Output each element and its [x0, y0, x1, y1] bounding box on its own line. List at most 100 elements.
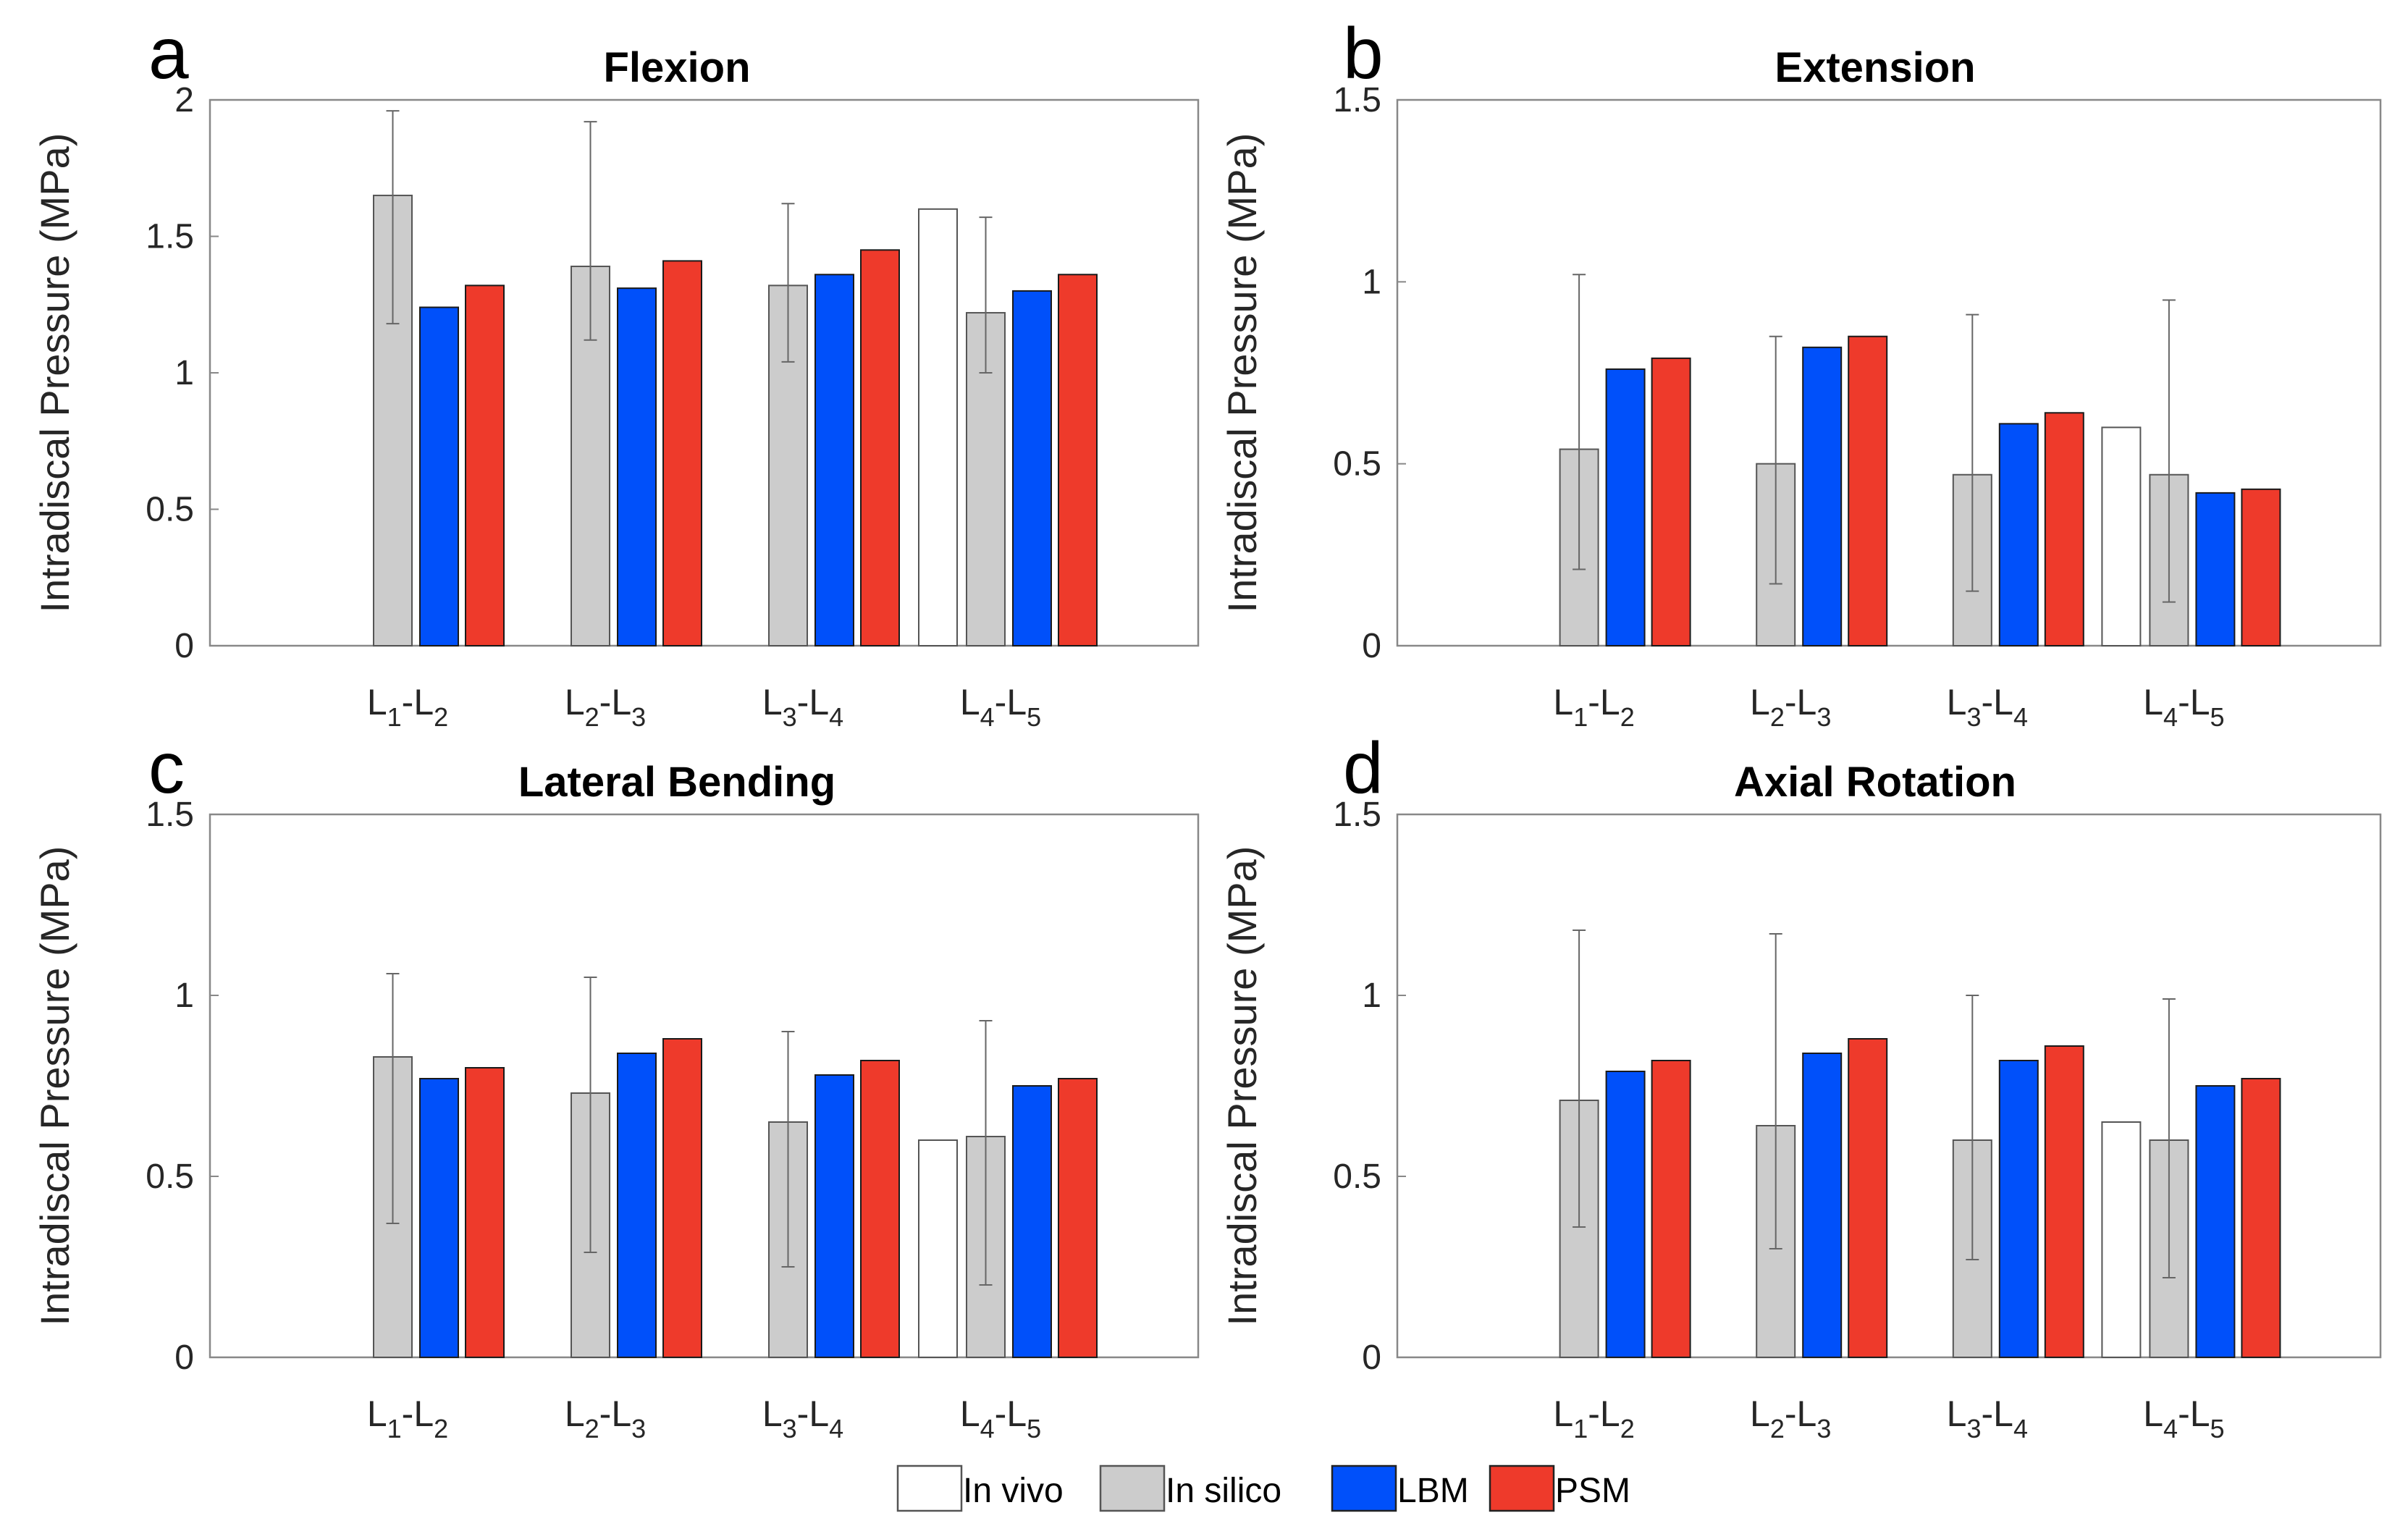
y-tick-label: 0.5 — [1333, 1158, 1381, 1196]
x-tick-label-part: L — [1947, 1394, 1967, 1434]
x-tick-label-part: 4 — [829, 702, 843, 732]
bar-psm — [662, 1038, 702, 1358]
x-tick-label-part: 1 — [1573, 702, 1588, 732]
bar-lbm — [617, 287, 657, 646]
legend-swatch — [896, 1464, 963, 1512]
x-tick-label-part: L — [565, 682, 585, 722]
x-tick-label-part: - — [599, 1394, 612, 1434]
y-tick-label: 0.5 — [146, 491, 194, 529]
x-tick-label-part: L — [1006, 1394, 1027, 1434]
x-tick-label: L2-L3 — [1750, 1394, 1831, 1443]
x-tick-label: L4-L5 — [2143, 682, 2224, 732]
x-tick-label-part: L — [413, 682, 434, 722]
y-tick-label: 1.5 — [1333, 81, 1381, 119]
y-tick-label: 0.5 — [146, 1158, 194, 1196]
x-tick-label-part: 3 — [1966, 1414, 1981, 1443]
x-tick-label-part: L — [1600, 1394, 1620, 1434]
x-tick-label-part: 3 — [631, 1414, 646, 1443]
x-tick-label: L1-L2 — [1553, 682, 1634, 732]
x-tick-label-part: L — [1750, 1394, 1770, 1434]
legend-label: PSM — [1555, 1472, 1630, 1510]
bar-in-vivo — [918, 1139, 958, 1358]
x-tick-label-part: 2 — [585, 1414, 599, 1443]
chart-title: Flexion — [603, 44, 750, 91]
x-tick-label-part: L — [1993, 682, 2013, 722]
y-tick-label: 0.5 — [1333, 445, 1381, 484]
bar-psm — [860, 249, 900, 647]
bar-psm — [1058, 1078, 1098, 1358]
y-tick-label: 1 — [1362, 977, 1381, 1015]
bar-psm — [465, 284, 505, 646]
bar-lbm — [1605, 1071, 1646, 1358]
x-tick-label: L3-L4 — [762, 682, 843, 732]
bar-psm — [1651, 357, 1691, 646]
bar-lbm — [1802, 1053, 1843, 1358]
legend-swatch — [1489, 1464, 1555, 1512]
x-tick-label: L3-L4 — [762, 1394, 843, 1443]
legend: In vivo In silico LBM PSM — [896, 1464, 1630, 1512]
x-tick-label-part: L — [611, 682, 631, 722]
x-tick-label-part: 1 — [1573, 1414, 1588, 1443]
x-tick-label: L1-L2 — [1553, 1394, 1634, 1443]
x-tick-label: L4-L5 — [960, 1394, 1041, 1443]
x-tick-label-part: L — [1947, 682, 1967, 722]
y-tick-label: 1.5 — [146, 218, 194, 256]
x-tick-label-part: L — [1600, 682, 1620, 722]
x-tick-label: L1-L2 — [367, 682, 448, 732]
x-tick-label-part: L — [2143, 682, 2163, 722]
bar-psm — [2044, 412, 2084, 646]
bar-psm — [662, 260, 702, 646]
x-tick-label-part: 3 — [1816, 702, 1831, 732]
x-tick-label-part: 2 — [1620, 702, 1635, 732]
x-tick-label-part: L — [565, 1394, 585, 1434]
x-tick-label-part: - — [797, 1394, 809, 1434]
x-tick-label-part: L — [762, 1394, 783, 1434]
x-tick-label-part: 4 — [2013, 702, 2028, 732]
x-tick-label-part: L — [2143, 1394, 2163, 1434]
x-tick-label-part: 2 — [1770, 1414, 1785, 1443]
x-tick-label-part: - — [1981, 1394, 1993, 1434]
panel-label: c — [148, 728, 185, 809]
x-tick-label-part: 4 — [829, 1414, 843, 1443]
chart-title: Extension — [1775, 44, 1975, 91]
x-tick-label-part: L — [960, 682, 980, 722]
x-tick-label-part: L — [1750, 682, 1770, 722]
x-tick-label-part: - — [1588, 1394, 1600, 1434]
bar-lbm — [814, 274, 854, 646]
bar-in-vivo — [2101, 426, 2142, 647]
chart-panel-a: a Flexion Intradiscal Pressure (MPa) 0 0.5 1 1… — [32, 13, 1200, 732]
x-tick-label: L3-L4 — [1947, 682, 2028, 732]
bar-lbm — [1605, 368, 1646, 646]
x-tick-label-part: - — [797, 682, 809, 722]
x-tick-label-part: L — [2190, 682, 2210, 722]
x-tick-label-part: L — [1797, 682, 1817, 722]
x-tick-label-part: 3 — [1966, 702, 1981, 732]
bar-lbm — [1998, 1060, 2039, 1358]
x-tick-label-part: 2 — [1620, 1414, 1635, 1443]
x-tick-label-part: L — [960, 1394, 980, 1434]
bar-lbm — [814, 1074, 854, 1358]
x-tick-label-part: - — [1588, 682, 1600, 722]
chart-panel-b: b Extension Intradiscal Pressure (MPa) 0 0.5… — [1219, 13, 2382, 732]
y-tick-label: 0 — [1362, 1339, 1381, 1377]
x-tick-label-part: L — [1553, 682, 1573, 722]
x-tick-label-part: L — [1006, 682, 1027, 722]
bar-psm — [465, 1067, 505, 1358]
x-tick-label-part: 3 — [631, 702, 646, 732]
x-tick-label-part: - — [1785, 682, 1797, 722]
x-tick-label-part: 1 — [387, 702, 402, 732]
x-tick-label-part: L — [809, 682, 829, 722]
bar-psm — [1848, 1038, 1888, 1358]
x-tick-label: L4-L5 — [2143, 1394, 2224, 1443]
x-tick-label-part: L — [1797, 1394, 1817, 1434]
x-tick-label-part: - — [2178, 1394, 2190, 1434]
x-tick-label-part: 3 — [1816, 1414, 1831, 1443]
x-tick-label: L2-L3 — [565, 1394, 646, 1443]
bar-psm — [2241, 488, 2281, 646]
x-tick-label-part: - — [402, 682, 414, 722]
x-tick-label-part: L — [1993, 1394, 2013, 1434]
y-axis-label: Intradiscal Pressure (MPa) — [32, 846, 77, 1326]
x-tick-label-part: 3 — [783, 1414, 797, 1443]
y-tick-label: 1.5 — [146, 796, 194, 834]
